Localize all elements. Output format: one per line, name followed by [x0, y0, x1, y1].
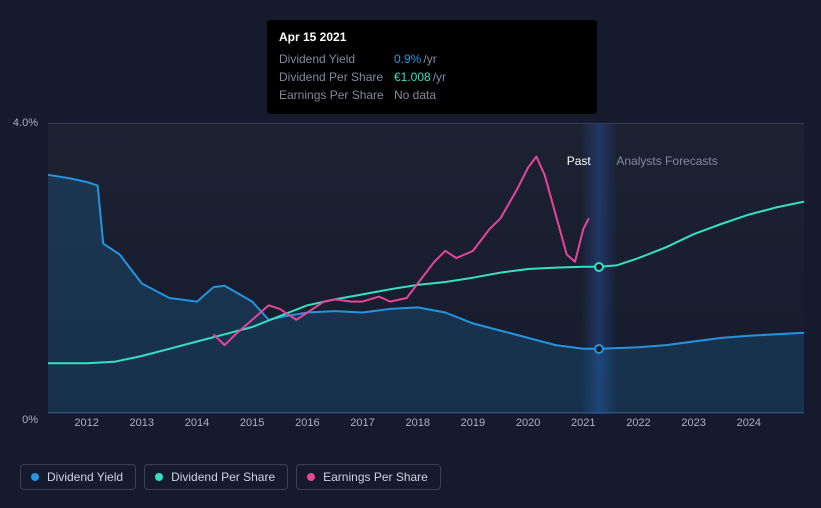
region-label-past: Past — [567, 154, 591, 168]
legend-dot-icon — [31, 473, 39, 481]
x-axis-label: 2021 — [571, 417, 595, 429]
x-axis-label: 2014 — [185, 417, 209, 429]
legend-label: Dividend Per Share — [171, 470, 275, 484]
tooltip-value: No data — [394, 86, 436, 104]
tooltip-label: Dividend Yield — [279, 50, 394, 68]
x-axis-label: 2022 — [626, 417, 650, 429]
x-axis-label: 2012 — [74, 417, 98, 429]
tooltip-label: Earnings Per Share — [279, 86, 394, 104]
legend: Dividend Yield Dividend Per Share Earnings… — [20, 464, 441, 490]
x-axis-label: 2017 — [350, 417, 374, 429]
chart: Past Analysts Forecasts 2012201320142015… — [48, 105, 804, 425]
legend-item[interactable]: Dividend Yield — [20, 464, 136, 490]
region-label-forecast: Analysts Forecasts — [616, 154, 717, 168]
y-axis-label: 0% — [22, 414, 38, 426]
tooltip-row: Earnings Per ShareNo data — [279, 86, 585, 104]
x-axis-label: 2016 — [295, 417, 319, 429]
legend-label: Dividend Yield — [47, 470, 123, 484]
legend-dot-icon — [155, 473, 163, 481]
x-axis-label: 2024 — [737, 417, 761, 429]
legend-dot-icon — [307, 473, 315, 481]
tooltip-date: Apr 15 2021 — [279, 28, 585, 46]
chart-tooltip: Apr 15 2021 Dividend Yield0.9%/yrDividen… — [267, 20, 597, 114]
legend-item[interactable]: Earnings Per Share — [296, 464, 441, 490]
tooltip-label: Dividend Per Share — [279, 68, 394, 86]
tooltip-unit: /yr — [423, 50, 436, 68]
x-axis-label: 2015 — [240, 417, 264, 429]
data-marker — [594, 262, 604, 272]
tooltip-row: Dividend Yield0.9%/yr — [279, 50, 585, 68]
tooltip-row: Dividend Per Share€1.008/yr — [279, 68, 585, 86]
tooltip-unit: /yr — [433, 68, 446, 86]
tooltip-value: €1.008 — [394, 68, 431, 86]
x-axis-label: 2013 — [130, 417, 154, 429]
tooltip-value: 0.9% — [394, 50, 421, 68]
data-marker — [594, 344, 604, 354]
x-axis-label: 2020 — [516, 417, 540, 429]
x-axis-label: 2019 — [461, 417, 485, 429]
legend-label: Earnings Per Share — [323, 470, 428, 484]
y-axis-label: 4.0% — [13, 117, 38, 129]
tooltip-rows: Dividend Yield0.9%/yrDividend Per Share€… — [279, 50, 585, 104]
plot-area[interactable]: Past Analysts Forecasts — [48, 123, 804, 413]
legend-item[interactable]: Dividend Per Share — [144, 464, 288, 490]
x-axis-label: 2023 — [681, 417, 705, 429]
x-axis-label: 2018 — [405, 417, 429, 429]
